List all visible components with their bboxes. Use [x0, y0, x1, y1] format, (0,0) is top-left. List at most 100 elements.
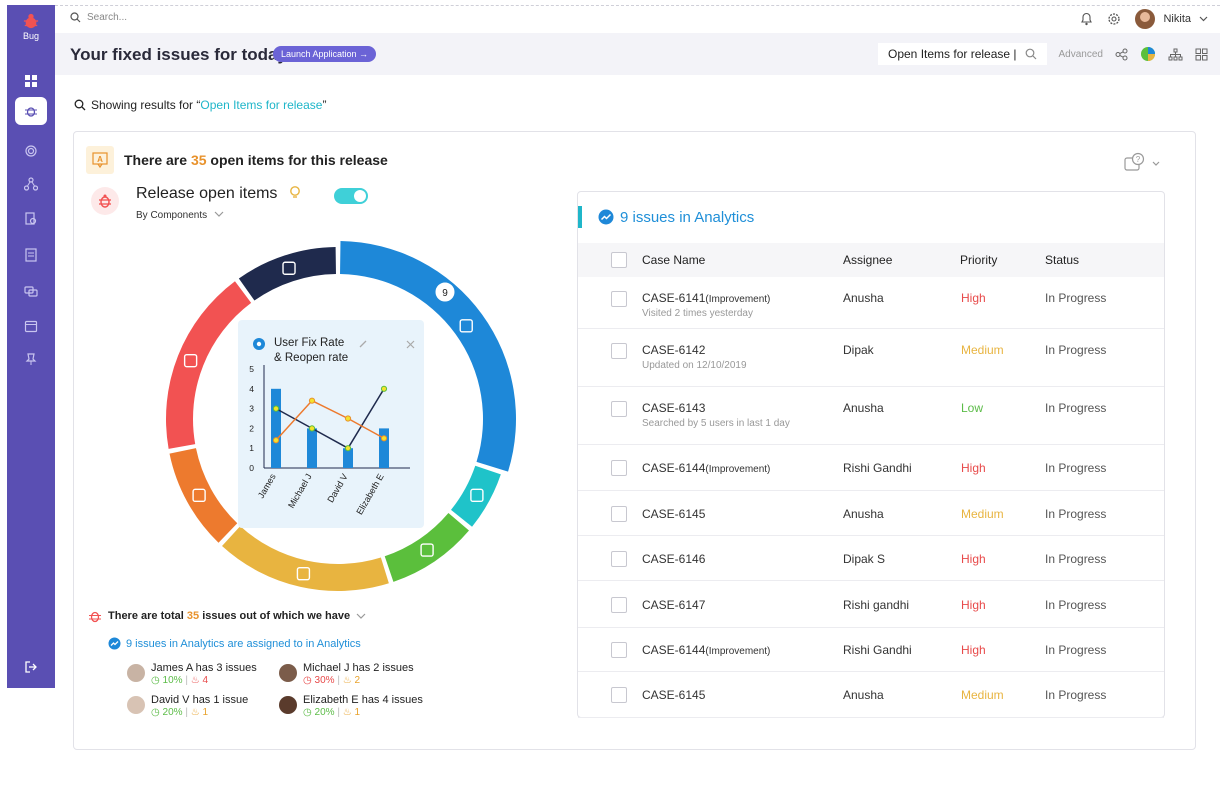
row-checkbox[interactable] — [611, 687, 627, 703]
avatar — [127, 664, 145, 682]
fix-percent: 20% — [162, 707, 183, 718]
row-checkbox[interactable] — [611, 506, 627, 522]
bar-Elizabeth E[interactable] — [379, 428, 389, 468]
row-checkbox[interactable] — [611, 551, 627, 567]
svg-text:A: A — [97, 155, 103, 164]
table-row[interactable]: CASE-6141(Improvement) Visited 2 times ye… — [578, 277, 1164, 329]
assignee-item[interactable]: James A has 3 issues ◷ 10% | ♨ 4 — [127, 662, 257, 686]
logout-button[interactable] — [15, 653, 47, 681]
table-row[interactable]: CASE-6142 Updated on 12/10/2019 Dipak Mediu… — [578, 329, 1164, 387]
segment-icon — [192, 488, 206, 503]
results-query-link[interactable]: Open Items for release — [200, 98, 323, 112]
sidebar-item-notes[interactable] — [15, 241, 47, 269]
release-card: A There are 35 open items for this relea… — [73, 131, 1196, 750]
row-checkbox[interactable] — [611, 460, 627, 476]
share-icon[interactable] — [1115, 48, 1128, 61]
donut-segment-green[interactable] — [384, 512, 469, 582]
assignee-item[interactable]: Elizabeth E has 4 issues ◷ 20% | ♨ 1 — [279, 694, 423, 718]
bar-Michael J[interactable] — [307, 428, 317, 468]
donut-segment-teal[interactable] — [451, 465, 501, 527]
edit-pencil-icon[interactable] — [358, 339, 368, 349]
row-checkbox[interactable] — [611, 291, 627, 307]
row-checkbox[interactable] — [611, 401, 627, 417]
totals-summary[interactable]: There are total 35 issues out of which w… — [88, 609, 366, 623]
assignee-item[interactable]: David V has 1 issue ◷ 20% | ♨ 1 — [127, 694, 248, 718]
case-id: CASE-6147 — [642, 598, 706, 612]
user-menu[interactable]: Nikita — [1135, 9, 1208, 29]
settings-gear-icon[interactable] — [1107, 12, 1121, 26]
assignee-text: Michael J has 2 issues — [303, 662, 414, 674]
donut-segment-orange[interactable] — [169, 448, 238, 543]
sidebar-item-pin[interactable] — [15, 345, 47, 373]
sidebar-item-calendar[interactable] — [15, 312, 47, 340]
sidebar-item-fingerprint[interactable] — [15, 137, 47, 165]
case-name-link[interactable]: CASE-6145 — [642, 688, 705, 702]
header-search[interactable]: Open Items for release | — [878, 43, 1047, 65]
pie-chart-icon[interactable] — [1140, 46, 1156, 62]
donut-segment-yellow[interactable] — [222, 526, 389, 591]
advanced-search-link[interactable]: Advanced — [1058, 48, 1103, 60]
case-id: CASE-6142 — [642, 343, 706, 357]
table-row[interactable]: CASE-6145 Anusha Medium In Progress — [578, 491, 1164, 536]
table-row[interactable]: CASE-6143 Searched by 5 users in last 1 d… — [578, 387, 1164, 445]
sidebar-item-dashboard[interactable] — [15, 67, 47, 95]
header-search-value[interactable]: Open Items for release | — [888, 47, 1017, 61]
bar-David V[interactable] — [343, 448, 353, 468]
search-placeholder[interactable]: Search... — [87, 12, 128, 23]
grid-view-icon[interactable] — [1195, 48, 1208, 61]
results-suffix: ” — [322, 98, 327, 112]
row-checkbox[interactable] — [611, 597, 627, 613]
network-icon — [24, 177, 38, 191]
release-toggle[interactable] — [334, 188, 368, 204]
sidebar-item-bugs[interactable] — [15, 97, 47, 125]
close-icon[interactable] — [406, 340, 415, 349]
case-name-link[interactable]: CASE-6141(Improvement) — [642, 291, 770, 305]
priority-cell: Medium — [961, 343, 1004, 357]
group-by-dropdown[interactable]: By Components — [136, 210, 224, 221]
bar-James[interactable] — [271, 388, 281, 468]
case-name-link[interactable]: CASE-6142 — [642, 343, 705, 357]
case-name-link[interactable]: CASE-6143 — [642, 401, 705, 415]
row-checkbox[interactable] — [611, 343, 627, 359]
results-caption: Showing results for “Open Items for rele… — [74, 98, 326, 112]
assignee-item[interactable]: Michael J has 2 issues ◷ 30% | ♨ 2 — [279, 662, 414, 686]
data-point — [272, 437, 280, 444]
column-header-assignee[interactable]: Assignee — [843, 253, 893, 267]
bell-icon[interactable] — [1080, 12, 1093, 26]
row-checkbox[interactable] — [611, 642, 627, 658]
x-tick-label: David V — [325, 472, 349, 504]
sidebar-item-chat[interactable] — [15, 277, 47, 305]
reopen-count: 4 — [202, 675, 209, 686]
table-row[interactable]: CASE-6144(Improvement) Rishi Gandhi High In… — [578, 445, 1164, 491]
case-name-link[interactable]: CASE-6144(Improvement) — [642, 643, 770, 657]
column-header-case-name[interactable]: Case Name — [642, 253, 706, 267]
fix-percent: 30% — [314, 675, 335, 686]
donut-segment-analytics[interactable] — [340, 241, 516, 472]
sidebar-item-network[interactable] — [15, 170, 47, 198]
analytics-assignment-link[interactable]: 9 issues in Analytics are assigned to in… — [108, 637, 361, 650]
hierarchy-icon[interactable] — [1168, 48, 1183, 61]
donut-segment-red[interactable] — [166, 281, 252, 449]
case-name-link[interactable]: CASE-6144(Improvement) — [642, 461, 770, 475]
top-bar-actions: Nikita — [1080, 9, 1208, 29]
table-row[interactable]: CASE-6144(Improvement) Rishi Gandhi High In… — [578, 628, 1164, 672]
table-row[interactable]: CASE-6146 Dipak S High In Progress — [578, 536, 1164, 581]
assignee-text: David V has 1 issue — [151, 694, 249, 706]
column-header-priority[interactable]: Priority — [960, 253, 998, 267]
table-row[interactable]: CASE-6147 Rishi gandhi High In Progress — [578, 581, 1164, 628]
case-name-link[interactable]: CASE-6145 — [642, 507, 705, 521]
launch-application-button[interactable]: Launch Application → — [273, 46, 377, 62]
y-tick-label: 0 — [249, 463, 254, 473]
help-menu[interactable]: ? — [1123, 152, 1163, 181]
settings-badge-icon — [253, 338, 265, 350]
donut-count-badge: 9 — [434, 281, 456, 303]
select-all-checkbox[interactable] — [611, 252, 627, 268]
app-logo[interactable]: Bug — [7, 13, 55, 41]
assignee-text: James A has 3 issues — [151, 662, 257, 674]
case-name-link[interactable]: CASE-6147 — [642, 598, 705, 612]
column-header-status[interactable]: Status — [1045, 253, 1080, 267]
global-search[interactable]: Search... — [70, 12, 127, 23]
table-row[interactable]: CASE-6145 Anusha Medium In Progress — [578, 672, 1164, 718]
case-name-link[interactable]: CASE-6146 — [642, 552, 705, 566]
sidebar-item-doc-search[interactable] — [15, 205, 47, 233]
